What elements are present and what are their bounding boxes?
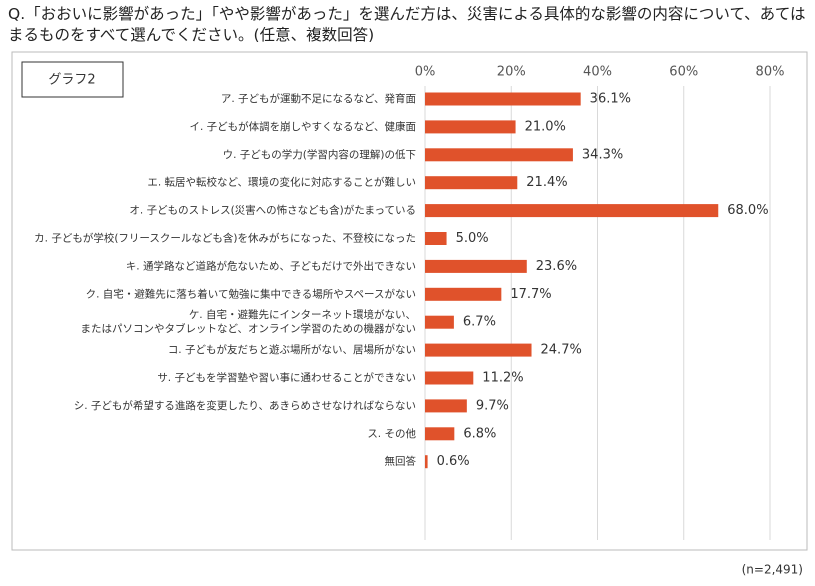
value-label: 21.0% <box>525 119 566 134</box>
bar <box>425 148 573 162</box>
x-tick-label: 80% <box>756 65 785 80</box>
bar <box>425 204 719 218</box>
chart-label: グラフ2 <box>48 73 95 88</box>
bar <box>425 371 474 385</box>
bar <box>425 176 518 190</box>
note: (n=2,491) <box>742 563 803 577</box>
bar <box>425 232 447 245</box>
x-tick-label: 20% <box>497 65 526 80</box>
value-label: 68.0% <box>727 203 768 218</box>
bar <box>425 287 502 301</box>
value-label: 24.7% <box>541 343 582 358</box>
y-tick-label: イ. 子どもが体調を崩しやすくなるなど、健康面 <box>189 120 416 133</box>
chart-title: Q.「おおいに影響があった」「やや影響があった」を選んだ方は、災害による具体的な… <box>8 5 806 44</box>
y-tick-label: ア. 子どもが運動不足になるなど、発育面 <box>221 92 416 105</box>
value-label: 34.3% <box>582 147 623 162</box>
value-label: 0.6% <box>437 454 470 469</box>
y-tick-label: キ. 通学路など道路が危ないため、子どもだけで外出できない <box>126 259 416 272</box>
y-tick-label: コ. 子どもが友だちと遊ぶ場所がない、居場所がない <box>168 343 416 356</box>
y-tick-label: ス. その他 <box>367 427 416 440</box>
y-tick-label: 無回答 <box>385 455 417 468</box>
value-label: 9.7% <box>476 398 509 413</box>
bar <box>425 120 516 134</box>
value-label: 11.2% <box>482 371 523 386</box>
x-tick-label: 0% <box>415 65 436 80</box>
y-tick-label: エ. 転居や転校など、環境の変化に対応することが難しい <box>147 176 416 189</box>
y-tick-label: サ. 子どもを学習塾や習い事に通わせることができない <box>157 371 416 384</box>
label-box <box>21 61 124 98</box>
value-label: 23.6% <box>536 259 577 274</box>
y-tick-label: ウ. 子どもの学力(学習内容の理解)の低下 <box>223 148 416 161</box>
value-label: 5.0% <box>456 231 489 246</box>
bar <box>425 399 467 413</box>
value-label: 6.7% <box>463 315 496 330</box>
bar <box>425 455 428 469</box>
y-tick-label: オ. 子どものストレス(災害への怖さなども含)がたまっている <box>129 204 416 217</box>
y-tick-label: ケ. 自宅・避難先にインターネット環境がない、またはパソコンやタブレットなど、オ… <box>81 308 416 335</box>
x-tick-label: 40% <box>583 65 612 80</box>
x-tick-label: 60% <box>669 65 698 80</box>
y-tick-label: シ. 子どもが希望する進路を変更したり、あきらめさせなければならない <box>74 399 416 412</box>
bar <box>425 315 454 329</box>
value-label: 6.8% <box>463 426 496 441</box>
bar <box>425 92 581 106</box>
bar <box>425 343 532 357</box>
chart-frame <box>11 51 808 551</box>
y-tick-label: カ. 子どもが学校(フリースクールなども含)を休みがちになった、不登校になった <box>34 232 416 245</box>
bar <box>425 259 527 273</box>
bar <box>425 427 455 441</box>
value-label: 17.7% <box>510 287 551 302</box>
value-label: 36.1% <box>590 92 631 107</box>
y-tick-label: ク. 自宅・避難先に落ち着いて勉強に集中できる場所やスペースがない <box>86 287 416 300</box>
value-label: 21.4% <box>526 175 567 190</box>
